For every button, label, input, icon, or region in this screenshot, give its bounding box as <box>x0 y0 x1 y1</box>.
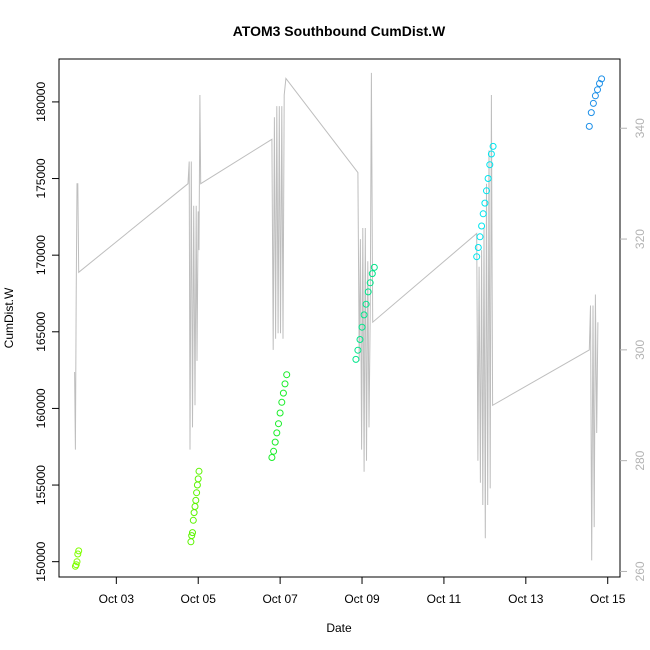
data-point <box>73 558 81 566</box>
right-y-tick-label: 280 <box>633 450 647 470</box>
data-point <box>594 86 601 94</box>
data-point <box>275 420 282 428</box>
data-point <box>192 496 200 504</box>
y-tick-label: 170000 <box>34 235 48 275</box>
data-point <box>74 550 82 558</box>
y-tick-label: 160000 <box>34 388 48 428</box>
y-axis: 150000 155000 160000 165000 170000 175000 1800… <box>34 82 59 582</box>
x-tick-label: Oct 13 <box>508 592 544 606</box>
x-tick-label: Oct 11 <box>427 592 462 606</box>
data-point <box>278 398 286 406</box>
data-point <box>193 489 201 497</box>
x-axis-label: Date <box>326 621 352 635</box>
x-tick-label: Oct 09 <box>344 592 380 606</box>
data-point <box>483 187 490 195</box>
right-y-tick-label: 340 <box>633 118 647 138</box>
data-point <box>479 210 487 218</box>
data-point <box>587 109 595 117</box>
x-tick-label: Oct 05 <box>181 592 217 606</box>
data-point <box>273 429 281 437</box>
data-point <box>268 454 276 461</box>
right-y-axis: 260 280 300 320 340 <box>620 118 647 581</box>
data-point <box>362 300 370 308</box>
data-point <box>484 175 492 182</box>
series-line-layer <box>74 72 599 561</box>
data-point <box>352 355 360 363</box>
data-point <box>188 532 196 540</box>
data-point <box>358 323 366 331</box>
data-point <box>481 199 489 207</box>
data-point <box>194 475 202 483</box>
right-y-tick-label: 300 <box>633 340 647 360</box>
data-point <box>356 336 364 343</box>
data-point <box>191 503 199 510</box>
y-tick-label: 165000 <box>34 311 48 351</box>
data-point <box>585 122 593 130</box>
data-point <box>589 99 597 107</box>
y-axis-label: CumDist.W <box>2 287 16 348</box>
x-tick-label: Oct 03 <box>99 592 135 606</box>
x-tick-label: Oct 07 <box>262 592 298 606</box>
data-point <box>489 142 497 150</box>
data-point <box>190 509 198 517</box>
data-point <box>360 311 368 319</box>
data-point <box>72 561 80 569</box>
right-y-tick-label: 320 <box>633 229 647 249</box>
data-point <box>473 253 481 261</box>
data-point <box>187 538 195 546</box>
data-point <box>354 346 362 354</box>
data-point <box>366 279 374 287</box>
right-y-tick-label: 260 <box>633 561 647 581</box>
data-point <box>281 380 289 388</box>
data-point <box>271 438 279 446</box>
data-point <box>270 447 278 455</box>
data-point <box>478 222 486 230</box>
x-axis: Oct 03 Oct 05 Oct 07 Oct 09 Oct 11 Oct 13 Oct … <box>99 577 626 606</box>
data-point <box>486 161 494 169</box>
data-point <box>193 481 201 489</box>
series-line <box>74 72 599 561</box>
chart-title: ATOM3 Southbound CumDist.W <box>233 23 446 39</box>
plot-frame <box>58 58 621 578</box>
data-point <box>591 92 599 100</box>
data-point <box>598 75 606 83</box>
y-tick-label: 175000 <box>34 158 48 198</box>
data-point <box>189 516 197 524</box>
y-tick-label: 155000 <box>34 465 48 505</box>
data-point <box>279 389 287 397</box>
data-point <box>283 371 291 379</box>
data-point <box>370 263 378 271</box>
data-point <box>476 233 484 241</box>
data-point <box>364 288 372 296</box>
data-point <box>195 467 203 475</box>
data-point <box>189 529 196 537</box>
data-point <box>368 270 376 278</box>
data-point <box>75 547 83 555</box>
data-point <box>276 409 284 417</box>
y-tick-label: 180000 <box>34 82 48 122</box>
y-tick-label: 150000 <box>34 541 48 581</box>
data-point <box>474 244 482 251</box>
x-tick-label: Oct 15 <box>590 592 626 606</box>
data-point <box>487 150 495 158</box>
series-points-layer <box>71 75 606 570</box>
